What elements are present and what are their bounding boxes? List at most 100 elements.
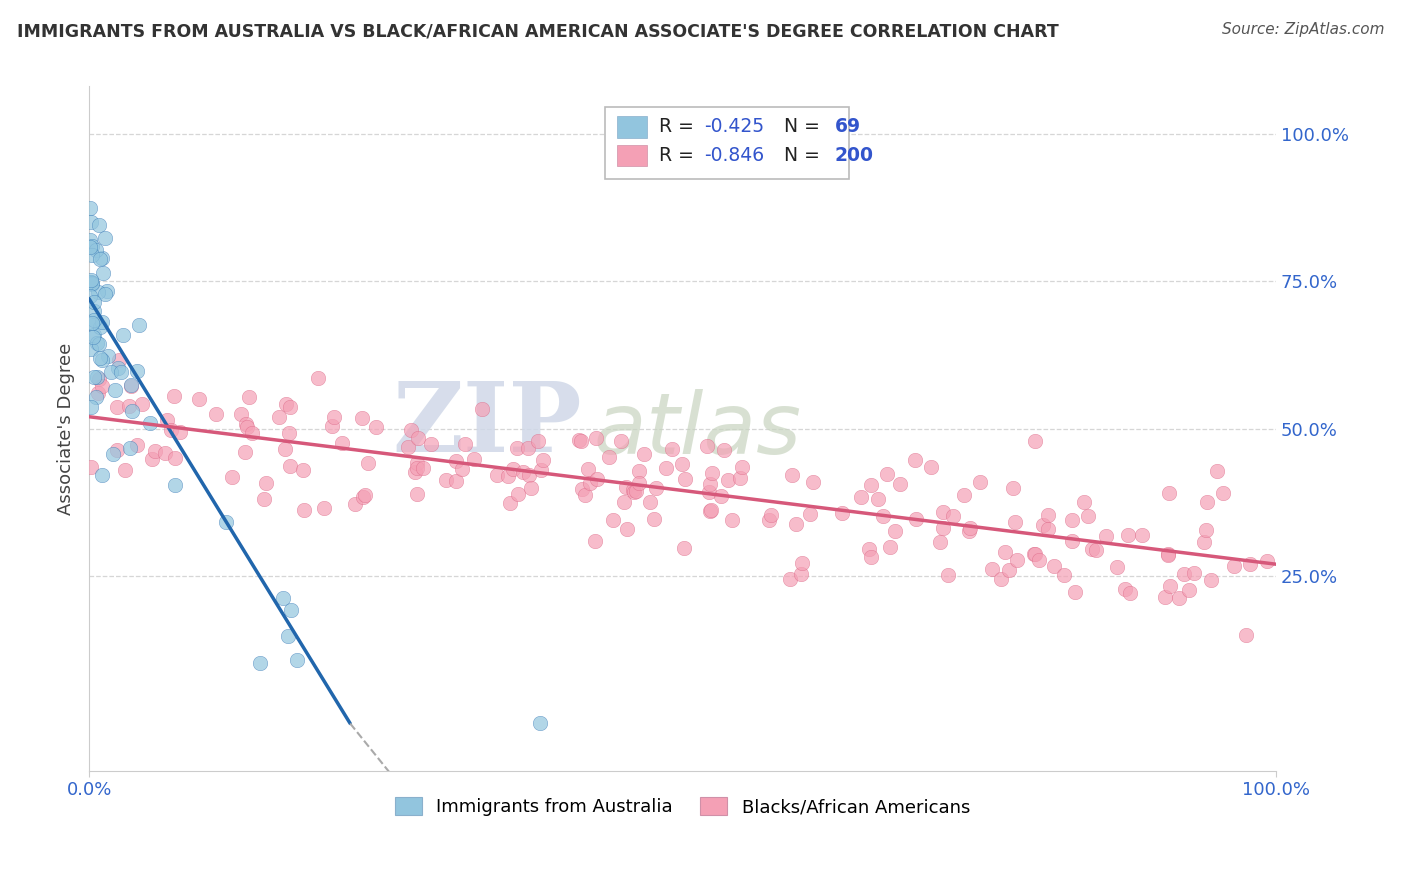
Point [790,567,813,582]
Point [401,424,423,438]
Point [1159,578,1181,592]
Text: 69: 69 [834,117,860,136]
Point [292,462,315,476]
Point [1168,591,1191,606]
Point [801,475,824,489]
Point [1064,585,1087,599]
Point [574,488,596,502]
Point [91,353,114,368]
Point [292,503,315,517]
Point [100,366,122,380]
Point [79,275,101,289]
Point [127,438,149,452]
Point [80,277,103,291]
FancyBboxPatch shape [606,107,849,178]
Text: ZIP: ZIP [392,378,582,472]
Point [406,487,429,501]
Point [96,284,118,298]
Text: N =: N = [772,146,825,165]
Point [1236,628,1258,642]
Point [761,508,783,523]
Point [118,399,141,413]
Point [598,450,620,465]
Point [1223,558,1246,573]
Point [624,483,647,498]
Point [79,202,101,216]
Point [671,457,693,471]
Point [83,313,105,327]
Point [643,512,665,526]
FancyBboxPatch shape [617,145,647,167]
Point [872,509,894,524]
Point [623,484,645,499]
Point [233,444,256,458]
Point [799,507,821,521]
Point [980,562,1002,576]
Point [1212,486,1234,500]
Point [344,497,367,511]
Point [621,483,644,497]
Point [1239,557,1261,571]
Text: N =: N = [772,117,825,136]
Point [728,471,751,485]
Point [354,488,377,502]
Point [454,437,477,451]
Point [114,463,136,477]
Point [499,496,522,510]
Point [249,656,271,670]
Point [859,550,882,565]
Point [463,451,485,466]
Point [285,653,308,667]
Point [571,482,593,496]
Point [215,515,238,529]
Point [235,417,257,431]
Point [118,441,141,455]
Point [920,459,942,474]
Point [610,434,633,448]
Point [82,276,104,290]
Point [97,350,120,364]
Point [579,476,602,491]
Point [932,521,955,535]
Point [139,416,162,430]
Point [717,473,740,487]
Point [90,379,112,393]
Point [1194,524,1216,538]
Point [94,231,117,245]
Point [904,452,927,467]
Point [131,397,153,411]
Point [80,316,103,330]
Point [530,463,553,477]
Point [105,443,128,458]
Point [831,506,853,520]
Point [1114,582,1136,597]
Point [269,409,291,424]
Point [406,460,429,475]
Point [585,431,607,445]
Point [1157,547,1180,561]
Point [321,419,343,434]
Point [614,480,637,494]
Point [1028,552,1050,566]
Point [638,494,661,508]
Point [782,467,804,482]
Point [187,392,209,406]
Point [444,454,467,468]
Point [868,491,890,506]
Point [1060,512,1083,526]
Point [506,441,529,455]
Point [990,572,1012,586]
Point [994,545,1017,559]
Point [929,535,952,549]
Point [627,464,650,478]
Point [661,442,683,456]
Point [412,461,434,475]
Point [84,243,107,257]
Point [110,365,132,379]
Point [405,456,427,470]
Point [280,603,302,617]
Point [779,572,801,586]
Point [278,458,301,473]
Point [103,383,125,397]
Point [1043,559,1066,574]
